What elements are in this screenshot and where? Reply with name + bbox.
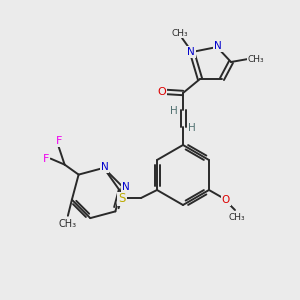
Text: F: F: [42, 154, 49, 164]
Text: CH₃: CH₃: [172, 28, 188, 38]
Text: CH₃: CH₃: [59, 219, 77, 229]
Text: O: O: [222, 195, 230, 205]
Text: CH₃: CH₃: [248, 55, 264, 64]
Text: F: F: [56, 136, 62, 146]
Text: S: S: [118, 193, 126, 206]
Text: N: N: [214, 41, 222, 51]
Text: N: N: [122, 182, 130, 192]
Text: N: N: [187, 47, 195, 57]
Text: O: O: [158, 87, 166, 97]
Text: CH₃: CH₃: [229, 212, 245, 221]
Text: H: H: [188, 123, 196, 133]
Text: N: N: [101, 162, 109, 172]
Text: H: H: [170, 106, 178, 116]
